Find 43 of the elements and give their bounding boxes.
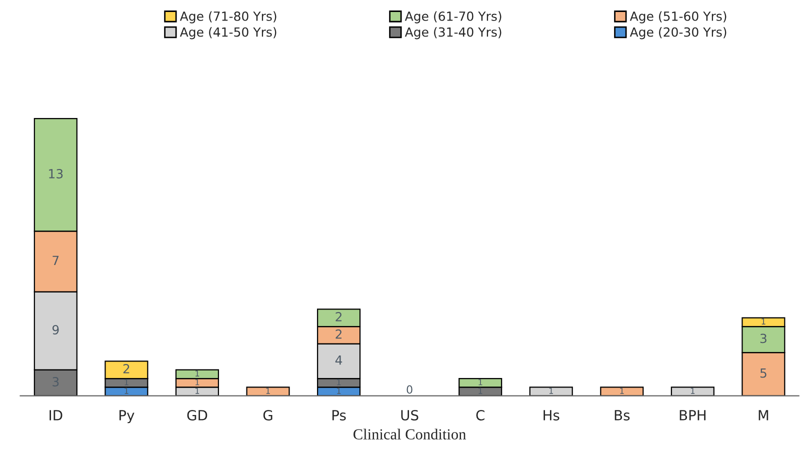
x-tick-label: BPH (680, 410, 706, 420)
x-tick-label: C (476, 410, 484, 420)
data-label: 2 (336, 312, 342, 322)
bar (670, 386, 714, 396)
bar (529, 386, 573, 396)
x-tick-label: Bs (614, 410, 630, 420)
legend-label: Age (71-80 Yrs) (180, 11, 276, 24)
data-label: 5 (760, 368, 766, 378)
legend-label: Age (41-50 Yrs) (180, 27, 276, 40)
x-axis-title: Clinical Condition (354, 428, 466, 440)
data-label: 1 (195, 388, 200, 394)
data-label: 3 (760, 334, 766, 344)
data-label: 7 (52, 256, 59, 265)
x-tick-label: M (758, 410, 768, 420)
data-label: 9 (52, 325, 59, 334)
x-tick-label: Ps (332, 410, 346, 420)
legend-label: Age (51-60 Yrs) (630, 11, 726, 24)
legend-label: Age (61-70 Yrs) (404, 11, 502, 24)
x-tick-label: Hs (544, 410, 560, 420)
data-label: 1 (195, 379, 200, 386)
legend-label: Age (20-30 Yrs) (630, 27, 726, 40)
x-tick-label: G (263, 410, 272, 420)
data-label: 2 (336, 329, 342, 339)
data-label: 0 (406, 385, 412, 394)
data-label: 1 (690, 388, 695, 394)
data-label: 1 (337, 388, 341, 394)
bar (600, 386, 644, 396)
legend-label: Age (31-40 Yrs) (404, 27, 502, 40)
data-label: 1 (762, 318, 766, 324)
data-label: 1 (478, 379, 482, 386)
x-tick-label: ID (50, 410, 62, 420)
data-label: 1 (266, 388, 270, 394)
data-label: 1 (549, 388, 553, 394)
data-label: 2 (123, 364, 130, 374)
x-tick-label: US (401, 410, 418, 420)
data-label: 13 (49, 169, 63, 178)
data-label: 4 (335, 356, 342, 365)
data-label: 1 (620, 388, 624, 394)
x-tick-label: GD (187, 410, 208, 420)
x-tick-label: Py (120, 410, 134, 424)
bar (246, 386, 290, 396)
data-label: 1 (124, 388, 128, 394)
data-label: 1 (195, 370, 200, 376)
